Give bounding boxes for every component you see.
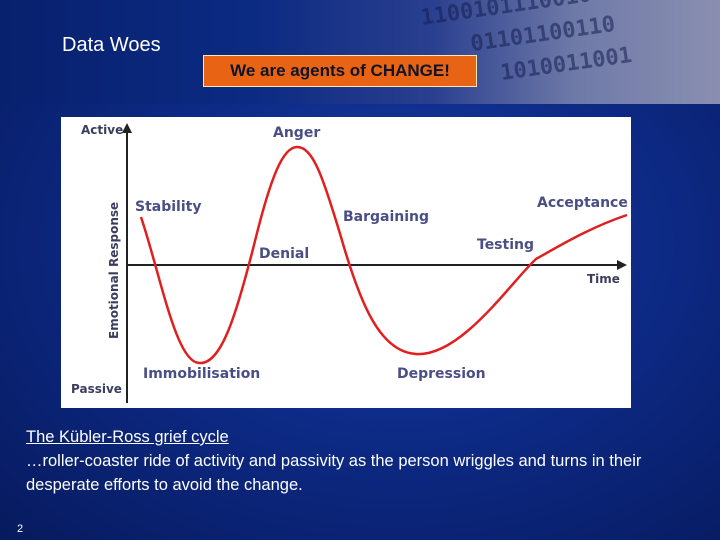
caption-body: …roller-coaster ride of activity and pas…: [26, 452, 642, 494]
y-axis-arrow: [122, 123, 132, 133]
callout-box: We are agents of CHANGE!: [203, 55, 477, 87]
stage-acceptance: Acceptance: [537, 195, 628, 211]
slide-title: Data Woes: [62, 34, 161, 56]
stage-denial: Denial: [259, 246, 309, 262]
stage-anger: Anger: [273, 125, 320, 141]
label-active: Active: [81, 123, 123, 137]
label-passive: Passive: [71, 382, 122, 396]
page-number: 2: [17, 523, 24, 535]
grief-cycle-svg: Active Passive Emotional Response Time S…: [71, 123, 628, 403]
grief-curve: [139, 145, 628, 365]
x-axis-arrow: [617, 260, 627, 270]
label-time: Time: [587, 272, 620, 286]
label-emotional-response: Emotional Response: [107, 202, 121, 339]
grief-cycle-diagram: Active Passive Emotional Response Time S…: [61, 117, 631, 408]
caption: The Kübler-Ross grief cycle …roller-coas…: [26, 425, 716, 497]
stage-testing: Testing: [477, 237, 534, 253]
stage-stability: Stability: [135, 199, 201, 215]
stage-immobilisation: Immobilisation: [143, 366, 260, 382]
caption-heading: The Kübler-Ross grief cycle: [26, 428, 229, 446]
stage-bargaining: Bargaining: [343, 209, 429, 225]
stage-depression: Depression: [397, 366, 486, 382]
